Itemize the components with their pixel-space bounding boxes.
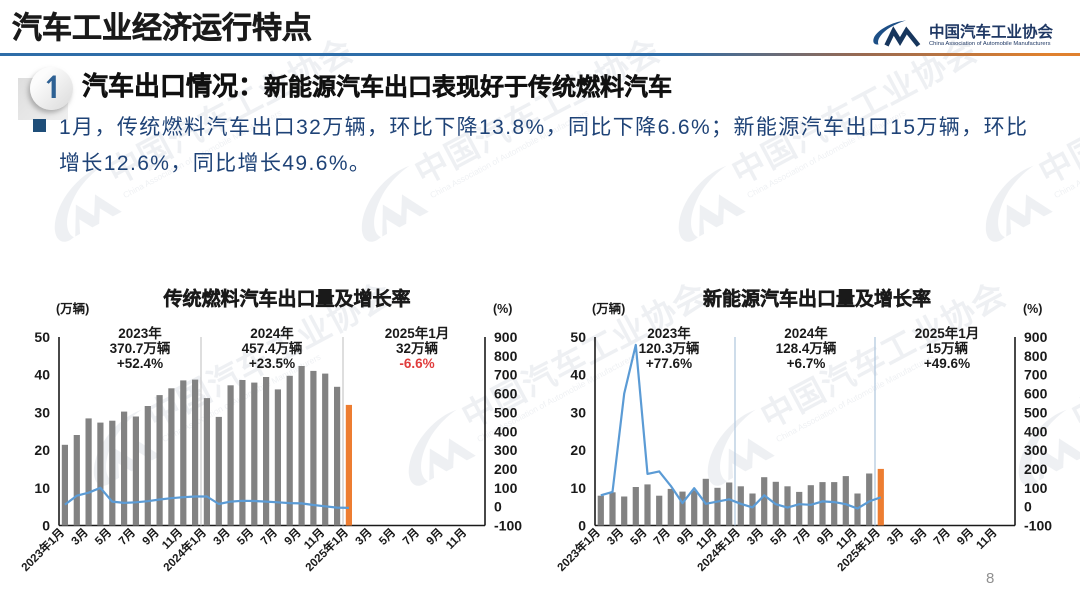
- svg-text:10: 10: [34, 480, 50, 496]
- svg-text:30: 30: [570, 404, 586, 420]
- svg-text:700: 700: [1024, 367, 1048, 383]
- svg-text:20: 20: [34, 442, 50, 458]
- svg-text:800: 800: [1024, 348, 1048, 364]
- svg-text:9月: 9月: [140, 526, 162, 548]
- svg-text:200: 200: [494, 461, 518, 477]
- svg-text:3月: 3月: [884, 526, 906, 548]
- svg-text:3月: 3月: [353, 526, 375, 548]
- svg-text:600: 600: [494, 386, 518, 402]
- svg-text:300: 300: [1024, 442, 1048, 458]
- svg-text:3月: 3月: [744, 526, 766, 548]
- svg-text:9月: 9月: [424, 526, 446, 548]
- svg-text:700: 700: [494, 367, 518, 383]
- svg-text:7月: 7月: [258, 526, 280, 548]
- svg-text:2023年: 2023年: [118, 325, 162, 341]
- svg-text:(万辆): (万辆): [56, 301, 89, 316]
- svg-text:+52.4%: +52.4%: [117, 356, 163, 371]
- svg-text:3月: 3月: [69, 526, 91, 548]
- svg-text:9月: 9月: [674, 526, 696, 548]
- svg-text:900: 900: [1024, 329, 1048, 345]
- svg-text:900: 900: [494, 329, 518, 345]
- svg-text:+49.6%: +49.6%: [924, 356, 970, 371]
- svg-text:32万辆: 32万辆: [396, 340, 439, 356]
- svg-text:370.7万辆: 370.7万辆: [110, 340, 171, 356]
- svg-text:500: 500: [1024, 404, 1048, 420]
- svg-text:11月: 11月: [974, 526, 1000, 552]
- svg-text:7月: 7月: [400, 526, 422, 548]
- svg-text:2024年: 2024年: [250, 325, 294, 341]
- svg-text:100: 100: [1024, 480, 1048, 496]
- svg-text:+23.5%: +23.5%: [249, 356, 295, 371]
- svg-text:2025年1月: 2025年1月: [915, 325, 980, 341]
- svg-text:新能源汽车出口量及增长率: 新能源汽车出口量及增长率: [703, 287, 931, 310]
- svg-text:0: 0: [578, 518, 586, 534]
- svg-text:800: 800: [494, 348, 518, 364]
- svg-text:10: 10: [570, 480, 586, 496]
- svg-text:100: 100: [494, 480, 518, 496]
- svg-text:5月: 5月: [234, 526, 256, 548]
- svg-text:300: 300: [494, 442, 518, 458]
- svg-text:3月: 3月: [604, 526, 626, 548]
- svg-text:9月: 9月: [814, 526, 836, 548]
- svg-text:7月: 7月: [116, 526, 138, 548]
- svg-text:400: 400: [494, 423, 518, 439]
- svg-text:0: 0: [494, 499, 502, 515]
- svg-text:(%): (%): [1023, 302, 1042, 316]
- svg-text:11月: 11月: [443, 526, 469, 552]
- svg-text:(万辆): (万辆): [592, 301, 625, 316]
- svg-text:20: 20: [570, 442, 586, 458]
- svg-text:128.4万辆: 128.4万辆: [776, 340, 837, 356]
- svg-text:2024年: 2024年: [784, 325, 828, 341]
- svg-text:400: 400: [1024, 423, 1048, 439]
- svg-text:9月: 9月: [282, 526, 304, 548]
- svg-text:-100: -100: [1024, 518, 1052, 534]
- svg-text:+6.7%: +6.7%: [787, 356, 826, 371]
- svg-text:5月: 5月: [628, 526, 650, 548]
- svg-text:7月: 7月: [651, 526, 673, 548]
- svg-text:500: 500: [494, 404, 518, 420]
- svg-text:5月: 5月: [768, 526, 790, 548]
- svg-text:5月: 5月: [908, 526, 930, 548]
- svg-text:3月: 3月: [211, 526, 233, 548]
- svg-text:5月: 5月: [92, 526, 114, 548]
- svg-text:(%): (%): [493, 302, 512, 316]
- svg-text:-6.6%: -6.6%: [399, 356, 434, 371]
- svg-text:0: 0: [42, 518, 50, 534]
- svg-text:2025年1月: 2025年1月: [385, 325, 450, 341]
- svg-text:40: 40: [34, 367, 50, 383]
- svg-text:120.3万辆: 120.3万辆: [639, 340, 700, 356]
- svg-text:+77.6%: +77.6%: [646, 356, 692, 371]
- svg-text:40: 40: [570, 367, 586, 383]
- svg-text:0: 0: [1024, 499, 1032, 515]
- svg-text:7月: 7月: [791, 526, 813, 548]
- svg-text:200: 200: [1024, 461, 1048, 477]
- svg-text:-100: -100: [494, 518, 522, 534]
- svg-text:50: 50: [570, 329, 586, 345]
- svg-text:50: 50: [34, 329, 50, 345]
- svg-text:2023年: 2023年: [647, 325, 691, 341]
- svg-text:5月: 5月: [376, 526, 398, 548]
- svg-text:15万辆: 15万辆: [926, 340, 969, 356]
- svg-text:30: 30: [34, 404, 50, 420]
- svg-text:457.4万辆: 457.4万辆: [242, 340, 303, 356]
- svg-text:600: 600: [1024, 386, 1048, 402]
- svg-text:7月: 7月: [931, 526, 953, 548]
- svg-text:传统燃料汽车出口量及增长率: 传统燃料汽车出口量及增长率: [162, 287, 410, 310]
- svg-text:9月: 9月: [954, 526, 976, 548]
